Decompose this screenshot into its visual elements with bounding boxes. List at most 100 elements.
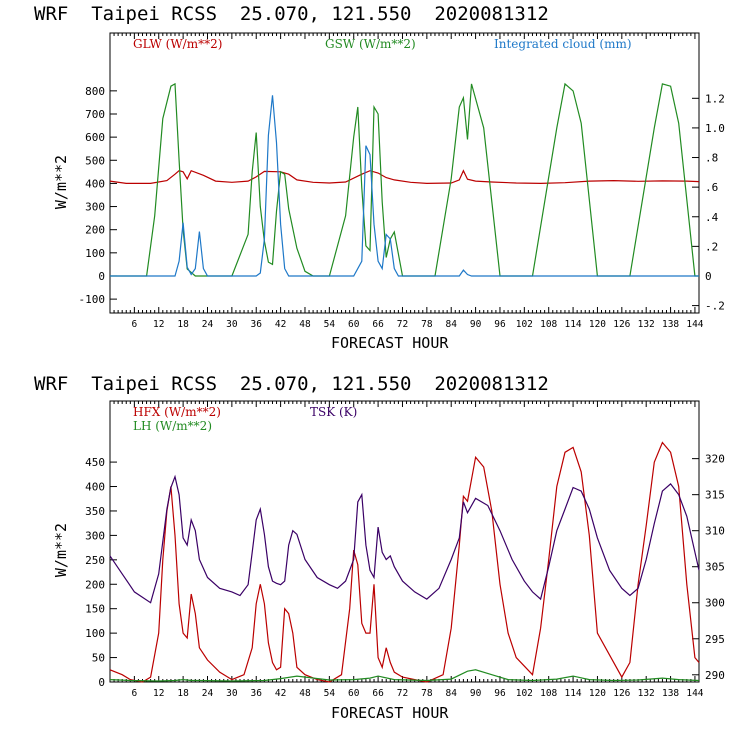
top-y2-tick-label: .2 [705, 240, 718, 253]
top-y2-tick-labels: -.2 0 .2 .4 .6 .8 1.0 1.2 [705, 92, 725, 312]
top-y2-tick-label: .8 [705, 152, 718, 165]
top-series-integrated [110, 95, 699, 277]
top-x-tick-label: 108 [540, 319, 557, 330]
top-y-tick-labels: -100 0 100 200 300 400 500 600 700 800 [79, 85, 106, 306]
top-y-tick-label: 200 [85, 224, 105, 237]
top-x-tick-label: 132 [638, 319, 655, 330]
bottom-y2-tick-label: 315 [705, 489, 725, 502]
top-x-tick-label: 30 [226, 319, 238, 330]
top-y-axis-label: W/m**2 [52, 155, 70, 209]
bottom-x-tick-label: 144 [686, 688, 703, 699]
top-y-tick-label: 500 [85, 154, 105, 167]
bottom-y-tick-label: 400 [85, 481, 105, 494]
top-x-tick-label: 24 [202, 319, 214, 330]
top-panel-title: WRF Taipei RCSS 25.070, 121.550 20200813… [34, 3, 549, 25]
top-y-tick-label: 600 [85, 131, 105, 144]
bottom-legend-hfx: HFX (W/m**2) [133, 405, 221, 419]
top-panel: WRF Taipei RCSS 25.070, 121.550 20200813… [34, 3, 725, 352]
top-x-tick-label: 36 [251, 319, 263, 330]
bottom-x-tick-label: 24 [202, 688, 214, 699]
top-x-tick-label: 144 [686, 319, 703, 330]
bottom-x-tick-label: 12 [153, 688, 164, 699]
top-series [109, 82, 700, 277]
top-x-tick-label: 96 [494, 319, 506, 330]
top-x-tick-label: 6 [132, 319, 138, 330]
top-y-tick-label: 0 [98, 270, 105, 283]
bottom-x-axis-label: FORECAST HOUR [331, 704, 449, 722]
bottom-y-tick-labels: 0 50 100 150 200 250 300 350 400 450 [85, 456, 105, 689]
top-y-tick-label: 400 [85, 177, 105, 190]
bottom-x-tick-labels: 6 12 18 24 30 36 42 48 54 60 66 72 78 84 90 96 102 108 114… [132, 688, 704, 699]
bottom-x-tick-label: 48 [299, 688, 311, 699]
top-x-tick-label: 18 [177, 319, 189, 330]
bottom-y-axis-label: W/m**2 [52, 523, 70, 577]
bottom-y-tick-label: 50 [92, 652, 105, 665]
top-legend-glw: GLW (W/m**2) [133, 37, 222, 51]
bottom-x-tick-label: 108 [540, 688, 557, 699]
bottom-x-tick-label: 138 [662, 688, 679, 699]
bottom-x-tick-label: 84 [445, 688, 457, 699]
bottom-y2-tick-label: 290 [705, 669, 725, 682]
top-legend-cloud: Integrated cloud (mm) [494, 37, 632, 51]
bottom-x-tick-label: 114 [564, 688, 581, 699]
bottom-panel: WRF Taipei RCSS 25.070, 121.550 20200813… [34, 373, 725, 722]
top-x-tick-label: 42 [275, 319, 286, 330]
bottom-x-tick-label: 102 [516, 688, 533, 699]
bottom-x-tick-label: 96 [494, 688, 506, 699]
bottom-plot-frame [109, 400, 700, 683]
top-x-tick-label: 90 [470, 319, 482, 330]
top-y-tick-label: 700 [85, 108, 105, 121]
bottom-x-tick-label: 90 [470, 688, 482, 699]
top-x-tick-label: 72 [397, 319, 408, 330]
bottom-y2-tick-labels: 290 295 300 305 310 315 320 [705, 453, 725, 682]
bottom-x-tick-label: 18 [177, 688, 189, 699]
top-x-tick-label: 138 [662, 319, 679, 330]
bottom-x-tick-label: 6 [132, 688, 138, 699]
bottom-y2-tick-label: 320 [705, 453, 725, 466]
top-y-tick-label: 100 [85, 247, 105, 260]
top-legend-gsw: GSW (W/m**2) [325, 37, 416, 51]
top-series-gsw [110, 82, 699, 277]
top-plot-frame [109, 32, 700, 314]
top-x-tick-label: 48 [299, 319, 311, 330]
top-y2-tick-label: 1.0 [705, 122, 725, 135]
top-x-tick-label: 54 [324, 319, 336, 330]
top-x-tick-label: 120 [589, 319, 606, 330]
top-y-tick-label: -100 [79, 293, 106, 306]
bottom-x-tick-label: 42 [275, 688, 286, 699]
bottom-series-tsk [109, 474, 700, 604]
top-y2-tick-label: .4 [705, 211, 719, 224]
top-series-glw [109, 169, 700, 185]
bottom-x-tick-label: 36 [251, 688, 263, 699]
top-x-axis-label: FORECAST HOUR [331, 334, 449, 352]
top-y2-tick-label: 0 [705, 270, 712, 283]
bottom-x-tick-label: 132 [638, 688, 655, 699]
top-y2-tick-label: -.2 [705, 300, 725, 313]
top-x-tick-label: 84 [445, 319, 457, 330]
top-y-tick-label: 300 [85, 201, 105, 214]
bottom-x-tick-label: 120 [589, 688, 606, 699]
top-x-tick-label: 78 [421, 319, 433, 330]
bottom-legend-tsk: TSK (K) [310, 405, 357, 419]
bottom-series-hfx [109, 441, 700, 683]
bottom-x-tick-label: 30 [226, 688, 238, 699]
bottom-x-tick-label: 78 [421, 688, 433, 699]
top-x-tick-label: 66 [372, 319, 384, 330]
top-x-tick-label: 126 [613, 319, 630, 330]
bottom-y2-tick-label: 310 [705, 525, 725, 538]
bottom-x-tick-label: 60 [348, 688, 360, 699]
top-x-tick-label: 60 [348, 319, 360, 330]
bottom-x-tick-label: 72 [397, 688, 408, 699]
bottom-y-tick-label: 450 [85, 456, 105, 469]
bottom-y-tick-label: 100 [85, 627, 105, 640]
top-x-tick-label: 102 [516, 319, 533, 330]
top-x-tick-labels: 6 12 18 24 30 36 42 48 54 60 66 72 78 84 90 96 102 108 114… [132, 319, 704, 330]
top-x-tick-label: 114 [564, 319, 581, 330]
top-y-tick-label: 800 [85, 85, 105, 98]
bottom-panel-title: WRF Taipei RCSS 25.070, 121.550 20200813… [34, 373, 549, 395]
bottom-x-tick-label: 66 [372, 688, 384, 699]
bottom-y-tick-label: 300 [85, 529, 105, 542]
bottom-x-tick-label: 126 [613, 688, 630, 699]
bottom-y2-tick-label: 295 [705, 633, 725, 646]
